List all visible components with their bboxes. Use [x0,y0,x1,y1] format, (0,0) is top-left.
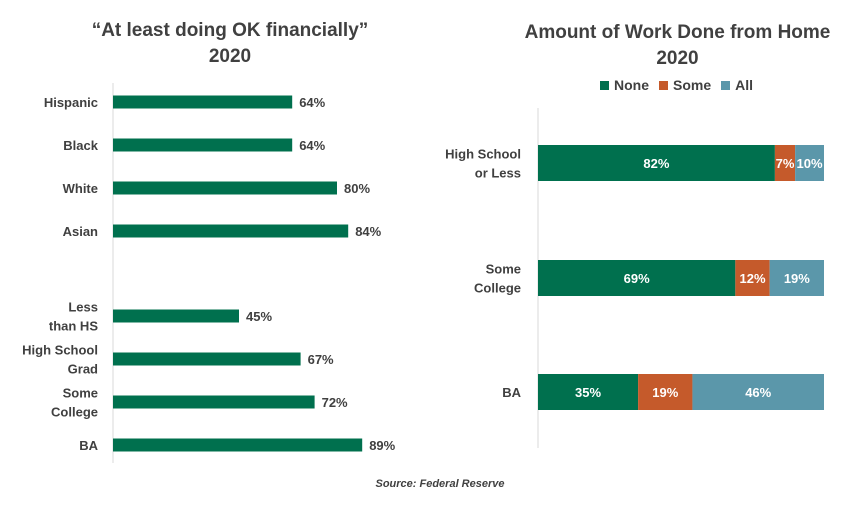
right-bar-value-label: 10% [797,156,823,171]
left-bar [113,438,363,452]
right-bar-segment-none [538,260,736,296]
left-chart-title: “At least doing OK financially” [91,20,369,41]
right-bar-value-label: 12% [739,271,765,286]
right-bar-value-label: 82% [643,156,669,171]
right-bar-value-label: 19% [652,385,678,400]
legend-swatch-some [659,80,668,90]
right-bar-segment-all [692,374,824,410]
left-bar-value-label: 89% [369,438,395,453]
legend-swatch-all [721,80,731,90]
left-chart-title-block: “At least doing OK financially” 2020 [60,18,400,70]
right-bar-segment-all [769,260,824,296]
left-bar [113,95,293,109]
left-category-label: White [63,181,98,196]
left-bar-value-label: 64% [299,95,325,110]
right-bar-segment-none [538,145,775,181]
left-bar-value-label: 45% [246,309,272,324]
left-bar [113,352,301,366]
left-bar-value-label: 72% [322,395,348,410]
right-category-label: Some College [474,262,521,296]
right-bar-value-label: 35% [575,385,601,400]
left-category-label: High School Grad [22,343,98,377]
right-bar-segment-some [774,145,796,181]
right-chart-subtitle: 2020 [656,48,699,69]
left-chart-subtitle: 2020 [208,46,252,67]
left-bar [113,181,337,195]
right-bar-segment-all [795,145,824,181]
right-chart-legend: None Some All [600,77,753,93]
right-bar-value-label: 69% [624,271,650,286]
legend-swatch-none [600,80,609,90]
right-bar-value-label: 7% [776,156,795,171]
right-bar-segment-none [538,374,639,410]
left-bar [113,309,239,323]
left-bar [113,138,293,152]
right-bar-segment-some [735,260,770,296]
right-category-label: BA [502,385,521,400]
left-category-label: Some College [51,386,98,420]
left-category-label: Black [63,138,98,153]
right-bar-value-label: 19% [784,271,810,286]
left-bar-value-label: 80% [344,181,370,196]
left-bar-value-label: 64% [299,138,325,153]
left-bar [113,395,315,409]
legend-label-some: Some [673,77,712,93]
right-bar-segment-some [638,374,693,410]
right-chart-title: Amount of Work Done from Home [524,22,831,43]
right-chart-title-block: Amount of Work Done from Home 2020 [510,20,845,72]
legend-item-none: None [600,77,649,93]
left-category-label: Hispanic [44,95,98,110]
left-bar-value-label: 84% [355,224,381,239]
left-bar [113,224,349,238]
legend-item-some: Some [659,77,711,93]
right-bar-value-label: 46% [745,385,771,400]
legend-label-all: All [735,77,754,93]
legend-item-all: All [721,77,753,93]
left-category-label: Asian [63,224,98,239]
left-bar-value-label: 67% [308,352,334,367]
left-category-label: BA [79,438,98,453]
source-note: Source: Federal Reserve [375,478,505,490]
legend-label-none: None [614,77,649,93]
right-category-label: High School or Less [445,147,521,181]
left-category-label: Less than HS [49,300,98,334]
